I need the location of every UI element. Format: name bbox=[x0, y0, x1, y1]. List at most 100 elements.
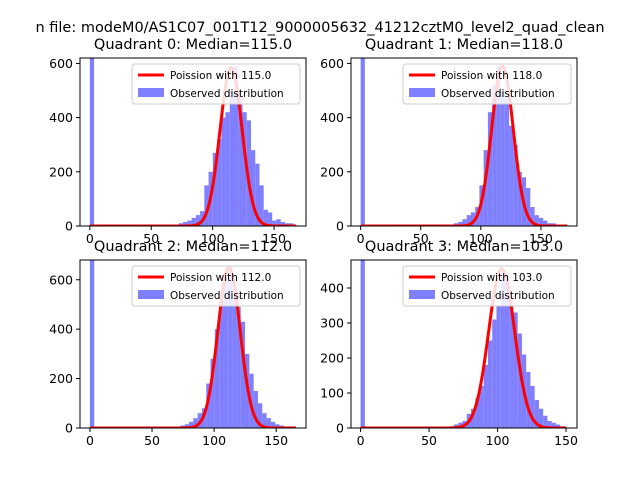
histogram-bar bbox=[276, 219, 281, 226]
y-tick-label: 200 bbox=[49, 371, 73, 386]
subplot-quadrant-0: 0 50 100 150 0 200 400 600 Quadrant 0: Median=11… bbox=[49, 37, 307, 246]
histogram-bar bbox=[204, 185, 209, 226]
histogram-bar bbox=[272, 220, 277, 226]
histogram-bar bbox=[242, 112, 247, 226]
histogram-bar bbox=[223, 279, 228, 428]
histogram-bar bbox=[238, 95, 243, 226]
legend: Poission with 103.0 Observed distribution bbox=[402, 265, 572, 307]
subplot-quadrant-3: 0 50 100 150 0 100 200 300 400 Quadrant 3: Median… bbox=[320, 239, 578, 448]
legend-observed-label: Observed distribution bbox=[441, 88, 555, 100]
y-tick-label: 400 bbox=[49, 322, 73, 337]
histogram-bar bbox=[217, 139, 222, 226]
y-tick-label: 600 bbox=[49, 56, 73, 71]
histogram-bar bbox=[89, 58, 95, 226]
histogram-bar bbox=[466, 215, 471, 226]
histogram-bar bbox=[492, 319, 497, 428]
legend-fit-label: Poission with 103.0 bbox=[441, 272, 542, 284]
histogram-bar bbox=[496, 66, 501, 226]
axes-frame bbox=[79, 259, 307, 429]
axes-frame bbox=[350, 259, 578, 429]
histogram-bar bbox=[483, 150, 488, 226]
x-tick-label: 100 bbox=[469, 231, 493, 246]
histogram-bar bbox=[193, 418, 198, 428]
histogram-bar bbox=[492, 85, 497, 226]
x-tick-label: 50 bbox=[413, 231, 429, 246]
histogram-bar bbox=[189, 421, 194, 428]
histogram-bar bbox=[479, 386, 484, 428]
histogram-bar bbox=[496, 305, 501, 428]
histogram-bar bbox=[275, 424, 280, 428]
x-tick-label: 50 bbox=[421, 433, 437, 448]
legend: Poission with 118.0 Observed distribution bbox=[402, 63, 572, 105]
histogram-bar bbox=[504, 98, 510, 226]
histogram-bar bbox=[534, 400, 539, 428]
plot-area bbox=[359, 260, 567, 428]
histogram-bar bbox=[89, 260, 95, 428]
histogram-bar bbox=[526, 372, 531, 428]
histogram-bar bbox=[530, 386, 535, 428]
y-tick-label: 200 bbox=[320, 351, 344, 366]
histogram-bar bbox=[500, 274, 505, 428]
x-tick-label: 50 bbox=[143, 231, 159, 246]
histogram-bar bbox=[219, 299, 224, 428]
figure-suptitle: n file: modeM0/AS1C07_001T12_9000005632_… bbox=[35, 20, 604, 36]
histogram-bar bbox=[206, 383, 211, 428]
histogram-bar bbox=[547, 421, 552, 428]
histogram-bar bbox=[267, 212, 273, 226]
histogram-bar bbox=[483, 365, 488, 428]
y-tick-label: 600 bbox=[320, 56, 344, 71]
histogram-bar bbox=[225, 112, 230, 226]
subplot-title: Quadrant 0: Median=115.0 bbox=[94, 37, 292, 53]
histogram-bar bbox=[250, 150, 256, 226]
histogram-bar bbox=[232, 289, 237, 428]
x-tick-label: 50 bbox=[144, 433, 160, 448]
histogram-bar bbox=[458, 422, 463, 428]
histogram-bar bbox=[487, 112, 493, 226]
histogram-bar bbox=[517, 171, 522, 226]
legend-observed-swatch bbox=[409, 290, 435, 299]
legend-box bbox=[131, 265, 301, 307]
y-tick-label: 400 bbox=[320, 110, 344, 125]
histogram-bar bbox=[543, 415, 548, 428]
histogram-bar bbox=[500, 90, 505, 226]
subplot-quadrant-2: 0 50 100 150 0 200 400 600 Quadrant 2: Median=11… bbox=[49, 239, 307, 448]
legend-fit-label: Poission with 115.0 bbox=[170, 70, 271, 82]
histogram-bar bbox=[259, 185, 264, 226]
histogram-bar bbox=[183, 221, 188, 226]
histogram-bar bbox=[255, 163, 260, 226]
y-tick-label: 400 bbox=[49, 110, 73, 125]
legend-observed-swatch bbox=[409, 88, 435, 97]
histogram-bar bbox=[538, 217, 544, 226]
x-tick-label: 100 bbox=[486, 433, 510, 448]
histogram-bar bbox=[266, 418, 271, 428]
histogram-bar bbox=[210, 358, 215, 428]
y-tick-label: 600 bbox=[49, 272, 73, 287]
legend-observed-label: Observed distribution bbox=[170, 290, 284, 302]
histogram-bar bbox=[360, 260, 365, 428]
fit-line bbox=[89, 265, 297, 428]
axes-frame bbox=[350, 57, 578, 227]
histogram-bar bbox=[187, 220, 192, 226]
subplots: 0 50 100 150 0 200 400 600 Quadrant 0: Median=11… bbox=[49, 37, 578, 448]
x-tick-label: 100 bbox=[201, 231, 225, 246]
histogram-bar bbox=[475, 398, 480, 428]
histogram-bar bbox=[262, 413, 267, 428]
legend: Poission with 112.0 Observed distribution bbox=[131, 265, 301, 307]
histogram-bar bbox=[191, 217, 196, 226]
legend-observed-swatch bbox=[138, 290, 164, 299]
histogram-bar bbox=[555, 424, 561, 428]
histogram-bar bbox=[462, 219, 467, 226]
histogram-bar bbox=[253, 390, 258, 428]
histogram-bar bbox=[236, 306, 241, 428]
y-tick-label: 400 bbox=[320, 281, 344, 296]
histogram-bar bbox=[534, 215, 539, 226]
histogram-bar bbox=[513, 312, 518, 428]
histogram-bar bbox=[551, 422, 556, 428]
axes-frame bbox=[79, 57, 307, 227]
histogram-bar bbox=[458, 221, 463, 226]
x-tick-label: 100 bbox=[202, 433, 226, 448]
histogram-bar bbox=[487, 340, 493, 428]
histogram-bar bbox=[234, 66, 239, 226]
histogram-bar bbox=[509, 295, 514, 428]
